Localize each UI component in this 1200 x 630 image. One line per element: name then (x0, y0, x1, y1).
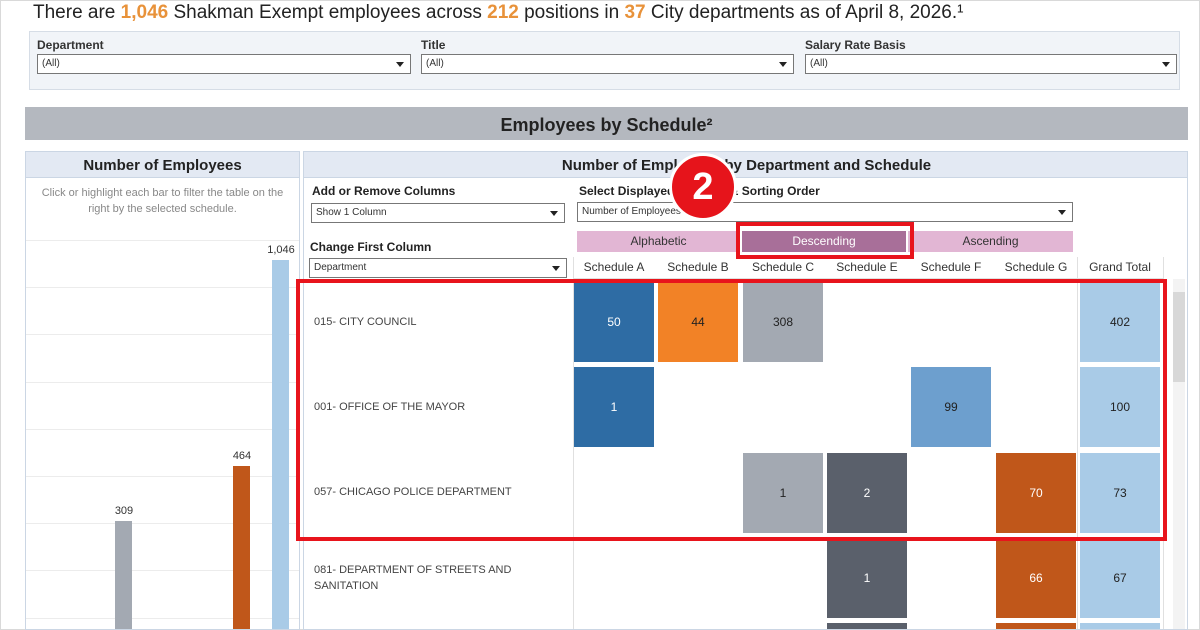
gridline (26, 523, 299, 524)
right-panel-title: Number of Employees by Department and Sc… (304, 152, 1187, 178)
chevron-down-icon (1162, 62, 1170, 67)
salary-filter-label: Salary Rate Basis (805, 38, 906, 52)
gridline (26, 382, 299, 383)
department-dropdown[interactable]: (All) (37, 54, 411, 74)
filter-bar: Department (All) Title (All) Salary Rate… (29, 31, 1180, 90)
chevron-down-icon (1058, 210, 1066, 215)
headline-suffix: City departments as of April 8, 2026.¹ (645, 2, 964, 23)
row-label-streets-and-sanitation[interactable]: 081- DEPARTMENT OF STREETS AND SANITATIO… (314, 564, 512, 592)
department-dropdown-value: (All) (42, 58, 60, 69)
row-label-office-of-the-mayor[interactable]: 001- OFFICE OF THE MAYOR (314, 401, 466, 413)
title-filter-label: Title (421, 38, 446, 52)
gridline (26, 476, 299, 477)
table-cell-total[interactable]: 402 (1080, 282, 1160, 362)
headline-mid-1: Shakman Exempt employees across (168, 2, 488, 23)
table-cell-total[interactable]: 73 (1080, 453, 1160, 533)
table-cell[interactable]: 1 (743, 453, 823, 533)
left-panel-title: Number of Employees (26, 152, 299, 178)
headline-prefix: There are (33, 2, 121, 23)
table-cell-total[interactable]: 67 (1080, 538, 1160, 618)
add-remove-columns-dropdown[interactable]: Show 1 Column (311, 203, 565, 223)
table-cell[interactable]: 308 (743, 282, 823, 362)
highlight-top-rows (296, 279, 1167, 541)
title-filter: Title (All) (421, 38, 794, 74)
gridline (26, 334, 299, 335)
salary-dropdown[interactable]: (All) (805, 54, 1177, 74)
column-header-grand-total[interactable]: Grand Total (1089, 260, 1151, 274)
sort-measure-value: Number of Employees (582, 206, 681, 217)
gridline (26, 618, 299, 619)
column-header-schedule-c[interactable]: Schedule C (751, 260, 815, 274)
table-cell[interactable]: 1 (827, 538, 907, 618)
table-cell[interactable]: 2 (827, 453, 907, 533)
table-cell[interactable]: 44 (658, 282, 738, 362)
schedule-bar-total[interactable] (272, 260, 289, 629)
step-badge: 2 (669, 153, 737, 221)
header-rule (573, 278, 1163, 279)
sort-descending-button[interactable]: Descending (742, 231, 906, 252)
department-filter: Department (All) (37, 38, 411, 74)
next-row-cell (1080, 623, 1160, 629)
headline: There are 1,046 Shakman Exempt employees… (33, 2, 963, 24)
next-row-cell (827, 623, 907, 629)
schedule-bar-c-label: 309 (114, 505, 134, 518)
row-label-chicago-police-department[interactable]: 057- CHICAGO POLICE DEPARTMENT (314, 486, 512, 498)
column-header-schedule-b[interactable]: Schedule B (667, 260, 729, 274)
gridline (26, 287, 299, 288)
table-cell[interactable]: 66 (996, 538, 1076, 618)
column-header-schedule-a[interactable]: Schedule A (583, 260, 645, 274)
salary-dropdown-value: (All) (810, 58, 828, 69)
column-divider (1077, 257, 1078, 629)
filter-hint: Click or highlight each bar to filter th… (41, 187, 284, 215)
sort-measure-dropdown[interactable]: Number of Employees (577, 202, 1073, 222)
department-filter-label: Department (37, 38, 104, 52)
table-cell[interactable]: 70 (996, 453, 1076, 533)
add-remove-columns-value: Show 1 Column (316, 207, 387, 218)
first-column-value: Department (314, 262, 367, 273)
chevron-down-icon (779, 62, 787, 67)
sort-ascending-button[interactable]: Ascending (908, 231, 1073, 252)
gridline (26, 240, 299, 241)
schedule-bar-c[interactable] (115, 521, 132, 629)
salary-filter: Salary Rate Basis (All) (805, 38, 1177, 74)
employees-by-schedule-chart: Number of Employees Click or highlight e… (25, 151, 300, 630)
schedule-bar-total-label: 1,046 (267, 244, 295, 256)
highlight-descending-button (736, 222, 914, 259)
column-header-schedule-g[interactable]: Schedule G (1004, 260, 1068, 274)
employee-count: 1,046 (120, 2, 169, 23)
table-cell[interactable]: 1 (574, 367, 654, 447)
position-count: 212 (487, 2, 519, 23)
row-label-city-council[interactable]: 015- CITY COUNCIL (314, 316, 417, 328)
gridline (26, 429, 299, 430)
title-dropdown-value: (All) (426, 58, 444, 69)
department-schedule-table: Number of Employees by Department and Sc… (303, 151, 1188, 630)
column-header-schedule-e[interactable]: Schedule E (836, 260, 898, 274)
column-divider (573, 257, 574, 629)
column-header-schedule-f[interactable]: Schedule F (920, 260, 982, 274)
gridline (26, 570, 299, 571)
next-row-cell (996, 623, 1076, 629)
table-cell[interactable]: 99 (911, 367, 991, 447)
department-count: 37 (624, 2, 646, 23)
headline-mid-2: positions in (518, 2, 625, 23)
section-title: Employees by Schedule² (25, 107, 1188, 140)
chevron-down-icon (552, 266, 560, 271)
change-first-column-label: Change First Column (310, 240, 432, 254)
schedule-bar-g-label: 464 (232, 450, 252, 463)
first-column-dropdown[interactable]: Department (309, 258, 567, 278)
sort-alphabetic-button[interactable]: Alphabetic (577, 231, 740, 252)
table-cell-total[interactable]: 100 (1080, 367, 1160, 447)
title-dropdown[interactable]: (All) (421, 54, 794, 74)
chevron-down-icon (550, 211, 558, 216)
add-remove-columns-label: Add or Remove Columns (312, 184, 456, 198)
table-cell[interactable]: 50 (574, 282, 654, 362)
chevron-down-icon (396, 62, 404, 67)
table-scrollbar-thumb[interactable] (1173, 292, 1185, 382)
schedule-bar-g[interactable] (233, 466, 250, 629)
